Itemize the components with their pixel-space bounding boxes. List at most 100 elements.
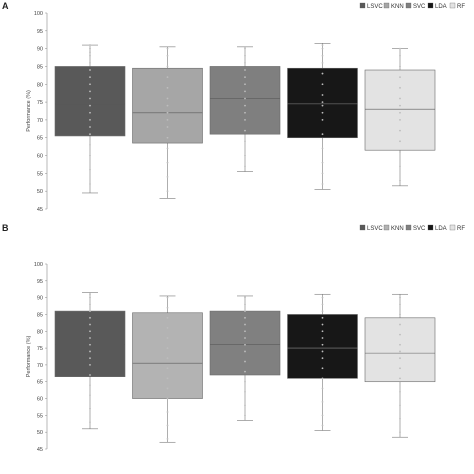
data-point <box>166 306 169 309</box>
data-point <box>166 176 169 178</box>
y-tick-label: 95 <box>37 29 43 35</box>
data-point <box>399 76 401 79</box>
data-point <box>89 168 91 171</box>
data-point <box>399 47 401 50</box>
data-point <box>244 129 246 132</box>
panel-b: B LSVC KNN SVC LDA RF 45 50 55 60 65 70 75 80 85 90 95 10… <box>2 223 465 453</box>
data-point <box>244 316 246 319</box>
data-point <box>321 387 324 390</box>
data-point <box>399 97 401 100</box>
data-point <box>166 387 169 390</box>
data-point <box>399 111 401 114</box>
y-tick-label: 45 <box>37 447 43 453</box>
box-body <box>364 69 436 151</box>
data-point <box>399 350 401 353</box>
legend-label: RF <box>457 4 465 10</box>
data-point <box>399 343 401 346</box>
data-point <box>166 347 169 349</box>
data-point <box>89 83 91 86</box>
data-point <box>244 303 246 306</box>
data-point <box>166 86 169 89</box>
y-tick-label: 95 <box>37 279 43 285</box>
data-point <box>321 330 324 333</box>
data-point <box>89 394 91 397</box>
data-point <box>321 310 324 312</box>
data-point <box>244 310 246 312</box>
data-point <box>166 76 169 79</box>
data-point <box>321 357 324 360</box>
y-tick-label: 65 <box>37 380 43 386</box>
data-point <box>89 90 91 93</box>
data-point <box>244 380 246 383</box>
y-tick-label: 45 <box>37 207 43 213</box>
box-body <box>209 310 281 376</box>
data-point <box>321 323 324 326</box>
legend-swatch <box>427 2 434 9</box>
box-lda <box>287 293 358 431</box>
data-point <box>244 69 246 71</box>
data-point <box>89 154 91 157</box>
data-point <box>89 51 91 54</box>
data-point <box>166 147 169 150</box>
y-tick-label: 60 <box>37 154 43 160</box>
y-axis-label: Performance (%) <box>26 336 32 378</box>
legend-label: LSVC <box>367 226 383 232</box>
data-point <box>89 183 91 185</box>
data-point <box>166 367 169 370</box>
data-point <box>166 119 169 121</box>
data-point <box>321 343 324 346</box>
box-body <box>132 312 203 399</box>
data-point <box>89 323 91 326</box>
data-point <box>89 357 91 360</box>
y-tick-label: 85 <box>37 312 43 318</box>
data-point <box>399 54 401 57</box>
data-point <box>244 360 246 363</box>
data-point <box>89 111 91 114</box>
y-tick-label: 65 <box>37 136 43 142</box>
data-point <box>244 54 246 57</box>
data-point <box>244 296 246 299</box>
data-point <box>89 47 91 50</box>
data-point <box>321 101 324 103</box>
data-point <box>399 313 401 316</box>
box-lsvc <box>54 292 126 430</box>
data-point <box>399 179 401 182</box>
data-point <box>89 133 91 136</box>
panel-letter: A <box>2 1 9 11</box>
legend-swatch <box>427 224 434 231</box>
data-point <box>89 303 91 306</box>
y-tick-label: 50 <box>37 189 43 195</box>
y-tick-label: 90 <box>37 296 43 302</box>
data-point <box>399 390 401 393</box>
data-point <box>399 303 401 306</box>
data-point <box>89 364 91 366</box>
data-point <box>321 377 324 380</box>
data-point <box>321 47 324 50</box>
data-point <box>399 404 401 407</box>
data-point <box>244 61 246 64</box>
data-point <box>321 161 324 164</box>
data-point <box>89 374 91 376</box>
data-point <box>321 303 324 306</box>
data-point <box>321 183 324 185</box>
data-point <box>321 172 324 175</box>
data-point <box>89 350 91 353</box>
data-point <box>166 337 169 339</box>
data-point <box>89 337 91 339</box>
legend-swatch <box>383 2 390 9</box>
data-point <box>244 119 246 121</box>
data-point <box>244 154 246 157</box>
data-point <box>321 367 324 370</box>
box-rf <box>364 293 436 438</box>
data-point <box>244 76 246 79</box>
data-point <box>89 330 91 333</box>
legend-swatch <box>449 224 456 231</box>
y-tick-label: 70 <box>37 363 43 369</box>
data-point <box>244 165 246 168</box>
data-point <box>166 397 169 400</box>
box-knn <box>132 295 203 443</box>
y-tick-label: 100 <box>34 262 43 268</box>
data-point <box>244 414 246 417</box>
box-lsvc <box>54 44 126 194</box>
